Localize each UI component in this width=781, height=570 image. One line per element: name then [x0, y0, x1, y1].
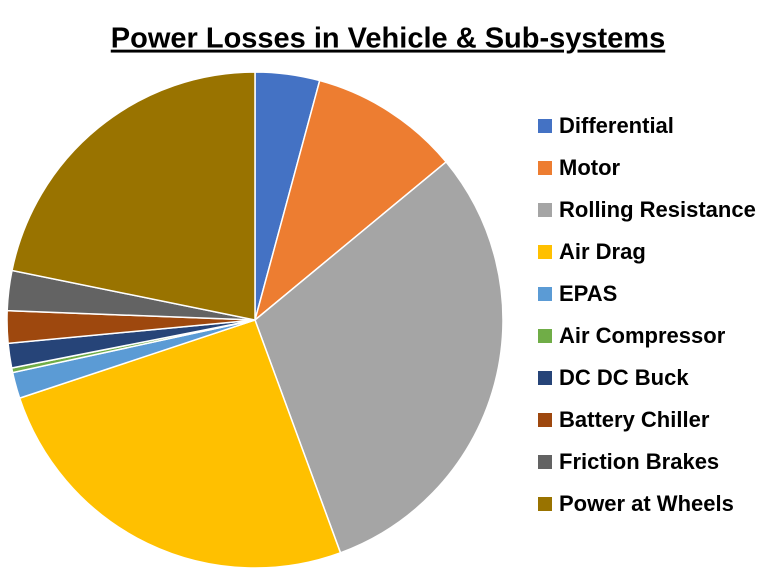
pie-slice: [254, 160, 504, 554]
legend-swatch: [538, 119, 552, 133]
pie-slice: [253, 79, 448, 323]
legend-label: EPAS: [559, 281, 617, 306]
legend-label: Motor: [559, 155, 621, 180]
chart-title: Power Losses in Vehicle & Sub-systems: [111, 23, 665, 55]
legend-swatch: [538, 161, 552, 175]
legend-swatch: [538, 455, 552, 469]
legend-swatch: [538, 371, 552, 385]
legend-label: Power at Wheels: [559, 491, 734, 516]
legend-swatch: [538, 203, 552, 217]
legend-label: Air Drag: [559, 239, 646, 264]
legend-label: Differential: [559, 113, 674, 138]
legend-swatch: [538, 413, 552, 427]
legend-swatch: [538, 329, 552, 343]
legend-label: Rolling Resistance: [559, 197, 756, 222]
pie-slice: [11, 71, 256, 321]
legend-label: DC DC Buck: [559, 365, 689, 390]
legend-label: Air Compressor: [559, 323, 726, 348]
legend-swatch: [538, 497, 552, 511]
pie-slice: [18, 319, 342, 569]
legend-swatch: [538, 287, 552, 301]
legend-label: Battery Chiller: [559, 407, 710, 432]
legend-label: Friction Brakes: [559, 449, 719, 474]
legend-swatch: [538, 245, 552, 259]
